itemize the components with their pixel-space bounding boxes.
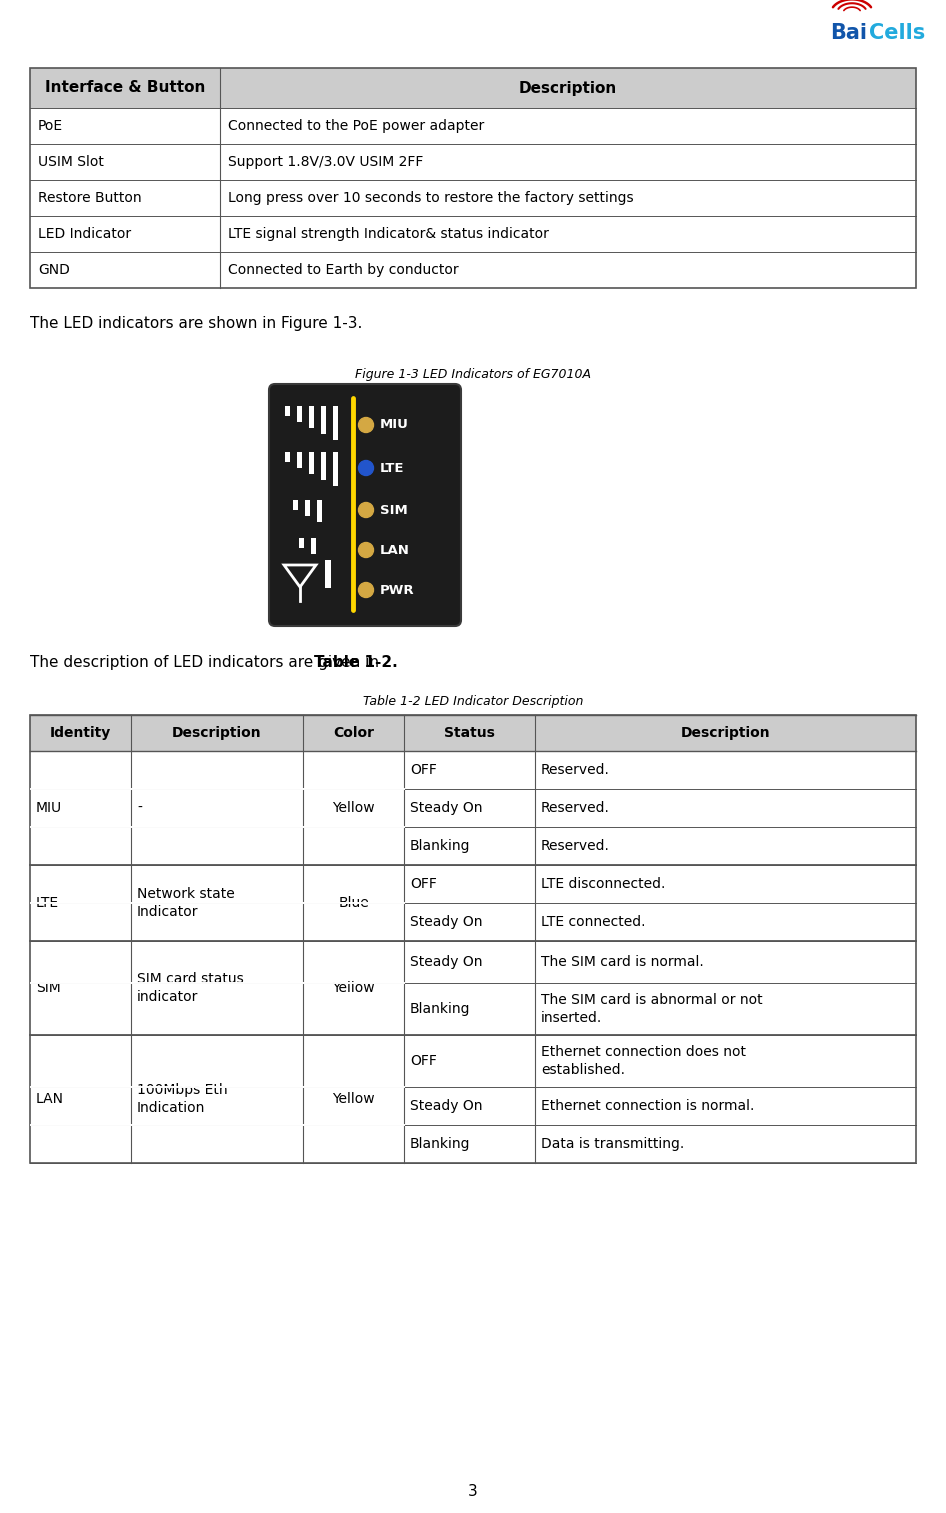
FancyBboxPatch shape [269,384,461,626]
Text: Figure 1-3 LED Indicators of EG7010A: Figure 1-3 LED Indicators of EG7010A [355,368,591,381]
Text: MIU: MIU [380,419,409,431]
Bar [333,452,338,486]
Text: MIU: MIU [36,800,62,816]
Circle shape [359,502,374,517]
Bar [317,499,322,522]
Text: Connected to the PoE power adapter: Connected to the PoE power adapter [228,120,484,133]
Text: PWR: PWR [380,584,414,596]
Text: Reserved.: Reserved. [541,763,610,778]
Text: 3: 3 [468,1484,478,1498]
Bar [299,539,304,548]
Text: The LED indicators are shown in Figure 1-3.: The LED indicators are shown in Figure 1… [30,316,362,331]
Text: OFF: OFF [410,763,437,778]
Bar [285,452,290,461]
Text: LTE signal strength Indicator& status indicator: LTE signal strength Indicator& status in… [228,227,549,241]
Bar [309,405,314,428]
Text: Table 1-2 LED Indicator Description: Table 1-2 LED Indicator Description [363,694,583,708]
Text: Color: Color [333,726,374,740]
Text: 100Mbps Eth
Indication: 100Mbps Eth Indication [137,1083,228,1115]
Text: Network state
Indicator: Network state Indicator [137,887,235,920]
Circle shape [359,543,374,557]
Text: Ethernet connection is normal.: Ethernet connection is normal. [541,1098,754,1114]
Text: Support 1.8V/3.0V USIM 2FF: Support 1.8V/3.0V USIM 2FF [228,154,424,169]
Text: GND: GND [38,263,70,277]
Text: Steady On: Steady On [410,915,482,929]
Text: Blanking: Blanking [410,1002,470,1017]
Text: The SIM card is abnormal or not
inserted.: The SIM card is abnormal or not inserted… [541,993,762,1026]
Text: Data is transmitting.: Data is transmitting. [541,1136,684,1151]
Text: Yellow: Yellow [332,800,375,816]
Text: Yellow: Yellow [332,1092,375,1106]
Text: Steady On: Steady On [410,1098,482,1114]
Bar [285,405,290,416]
Text: Ethernet connection does not
established.: Ethernet connection does not established… [541,1045,746,1077]
Text: LAN: LAN [380,543,410,557]
Bar [293,499,298,510]
Bar [333,405,338,440]
Bar [321,405,326,434]
Text: Blanking: Blanking [410,840,470,853]
Circle shape [359,418,374,433]
Text: OFF: OFF [410,1055,437,1068]
Text: OFF: OFF [410,878,437,891]
Text: Table 1-2.: Table 1-2. [314,655,398,670]
Bar [321,452,326,480]
Text: Interface & Button: Interface & Button [44,80,205,95]
Text: Yellow: Yellow [332,980,375,996]
Text: LTE connected.: LTE connected. [541,915,645,929]
Text: Bai: Bai [830,23,867,42]
Circle shape [359,460,374,475]
Text: LAN: LAN [36,1092,64,1106]
Text: PoE: PoE [38,120,63,133]
Text: Reserved.: Reserved. [541,840,610,853]
Text: USIM Slot: USIM Slot [38,154,104,169]
Text: LED Indicator: LED Indicator [38,227,131,241]
Text: Cells: Cells [869,23,925,42]
Text: Description: Description [681,726,770,740]
Bar [30,716,916,1163]
Text: Steady On: Steady On [410,955,482,968]
Text: Description: Description [172,726,262,740]
Text: Reserved.: Reserved. [541,800,610,816]
Text: Restore Button: Restore Button [38,191,142,204]
Text: The description of LED indicators are given in: The description of LED indicators are gi… [30,655,384,670]
Text: Blue: Blue [338,896,369,909]
Text: Long press over 10 seconds to restore the factory settings: Long press over 10 seconds to restore th… [228,191,634,204]
Text: SIM: SIM [380,504,408,516]
Text: SIM card status
indicator: SIM card status indicator [137,971,244,1005]
Circle shape [359,583,374,598]
Text: Status: Status [444,726,495,740]
Bar [309,452,314,474]
Bar [297,452,302,468]
Bar [325,560,331,589]
Text: LTE disconnected.: LTE disconnected. [541,878,665,891]
Text: The SIM card is normal.: The SIM card is normal. [541,955,704,968]
Text: Connected to Earth by conductor: Connected to Earth by conductor [228,263,459,277]
Text: Description: Description [518,80,617,95]
Text: SIM: SIM [36,980,61,996]
Text: LTE: LTE [36,896,59,909]
Bar [30,716,916,750]
Bar [311,539,316,554]
Bar [30,68,916,287]
Bar [30,68,916,107]
Bar [297,405,302,422]
Bar [305,499,310,516]
Text: -: - [137,800,142,816]
Text: Steady On: Steady On [410,800,482,816]
Text: LTE: LTE [380,461,405,475]
Text: Blanking: Blanking [410,1136,470,1151]
Text: Identity: Identity [50,726,111,740]
